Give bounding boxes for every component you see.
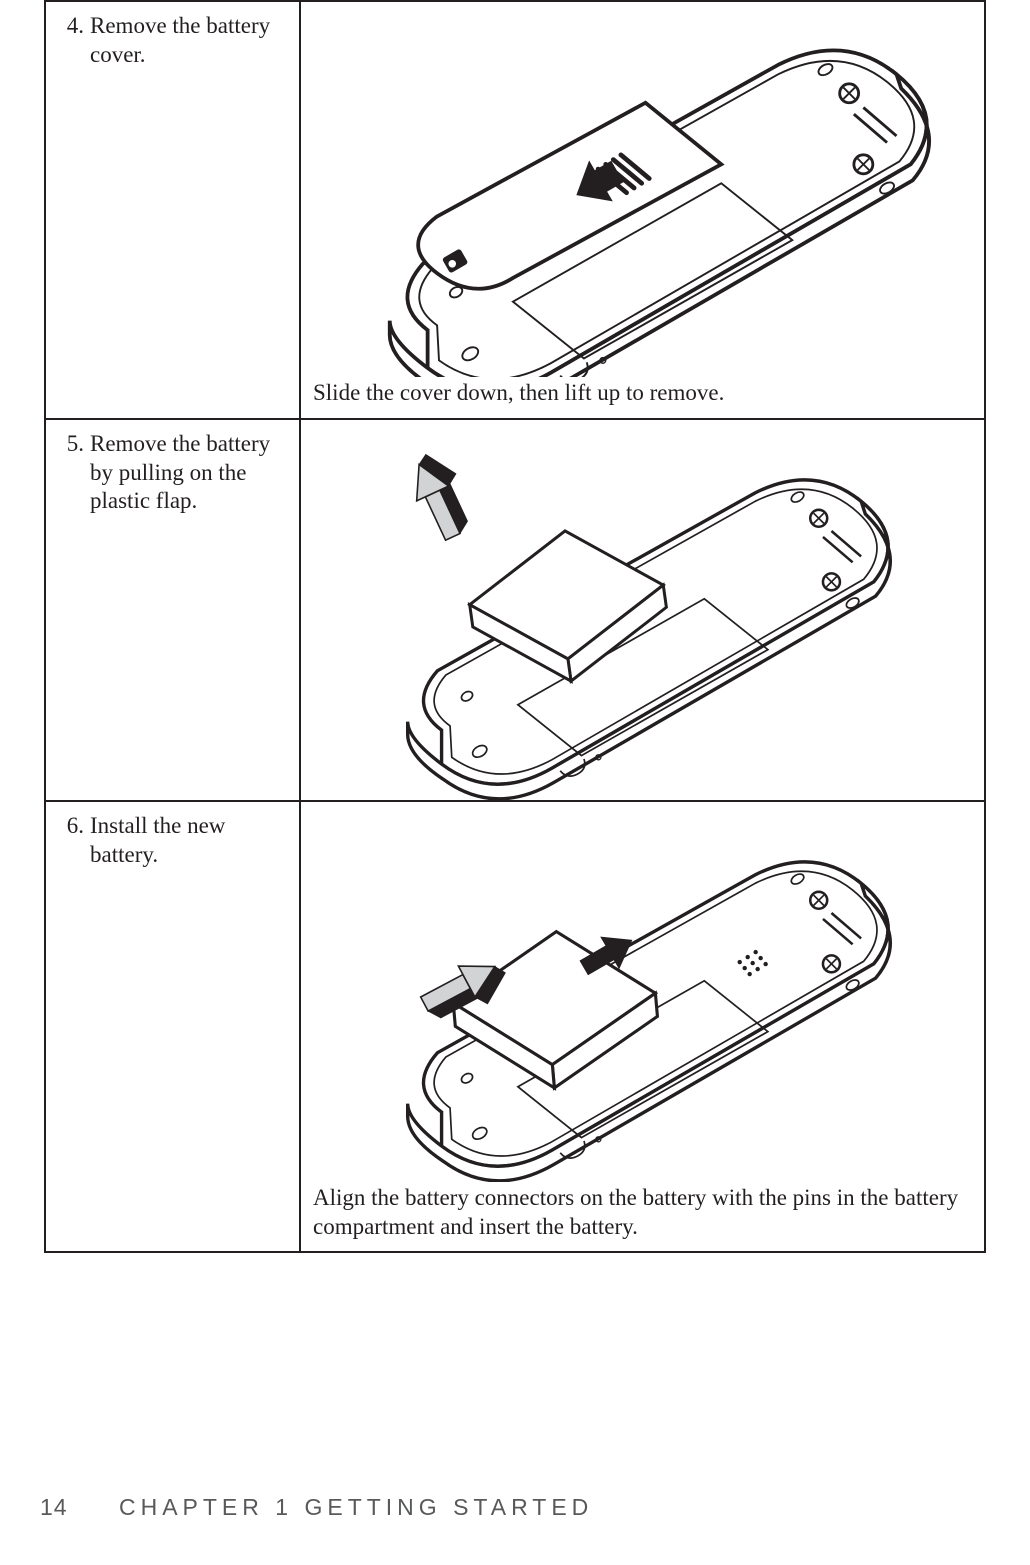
- illustration: [301, 802, 984, 1182]
- step-text: Remove the battery by pulling on the pla…: [90, 430, 291, 516]
- page-number: 14: [40, 1494, 68, 1520]
- table-row: 5.Remove the battery by pulling on the p…: [45, 419, 985, 801]
- table-row: 6.Install the new battery.Align the batt…: [45, 801, 985, 1253]
- table-row: 4.Remove the battery cover.Slide the cov…: [45, 1, 985, 419]
- illustration: [301, 2, 984, 377]
- step-text-cell: 6.Install the new battery.: [45, 801, 300, 1253]
- step-figure-cell: [300, 419, 985, 801]
- step-number: 5.: [56, 430, 90, 459]
- illustration: [301, 420, 984, 800]
- chapter-title: CHAPTER 1 GETTING STARTED: [119, 1494, 593, 1520]
- page: 4.Remove the battery cover.Slide the cov…: [0, 0, 1030, 1565]
- step-text-cell: 5.Remove the battery by pulling on the p…: [45, 419, 300, 801]
- figure-caption: Align the battery connectors on the batt…: [301, 1182, 984, 1252]
- step-text: Remove the battery cover.: [90, 12, 291, 70]
- step-text-cell: 4.Remove the battery cover.: [45, 1, 300, 419]
- step-text: Install the new battery.: [90, 812, 291, 870]
- step-number: 6.: [56, 812, 90, 841]
- page-footer: 14 CHAPTER 1 GETTING STARTED: [40, 1494, 593, 1521]
- steps-tbody: 4.Remove the battery cover.Slide the cov…: [45, 1, 985, 1252]
- figure-caption: Slide the cover down, then lift up to re…: [301, 377, 984, 418]
- step-number: 4.: [56, 12, 90, 41]
- step-figure-cell: Align the battery connectors on the batt…: [300, 801, 985, 1253]
- steps-table: 4.Remove the battery cover.Slide the cov…: [44, 0, 986, 1253]
- step-figure-cell: Slide the cover down, then lift up to re…: [300, 1, 985, 419]
